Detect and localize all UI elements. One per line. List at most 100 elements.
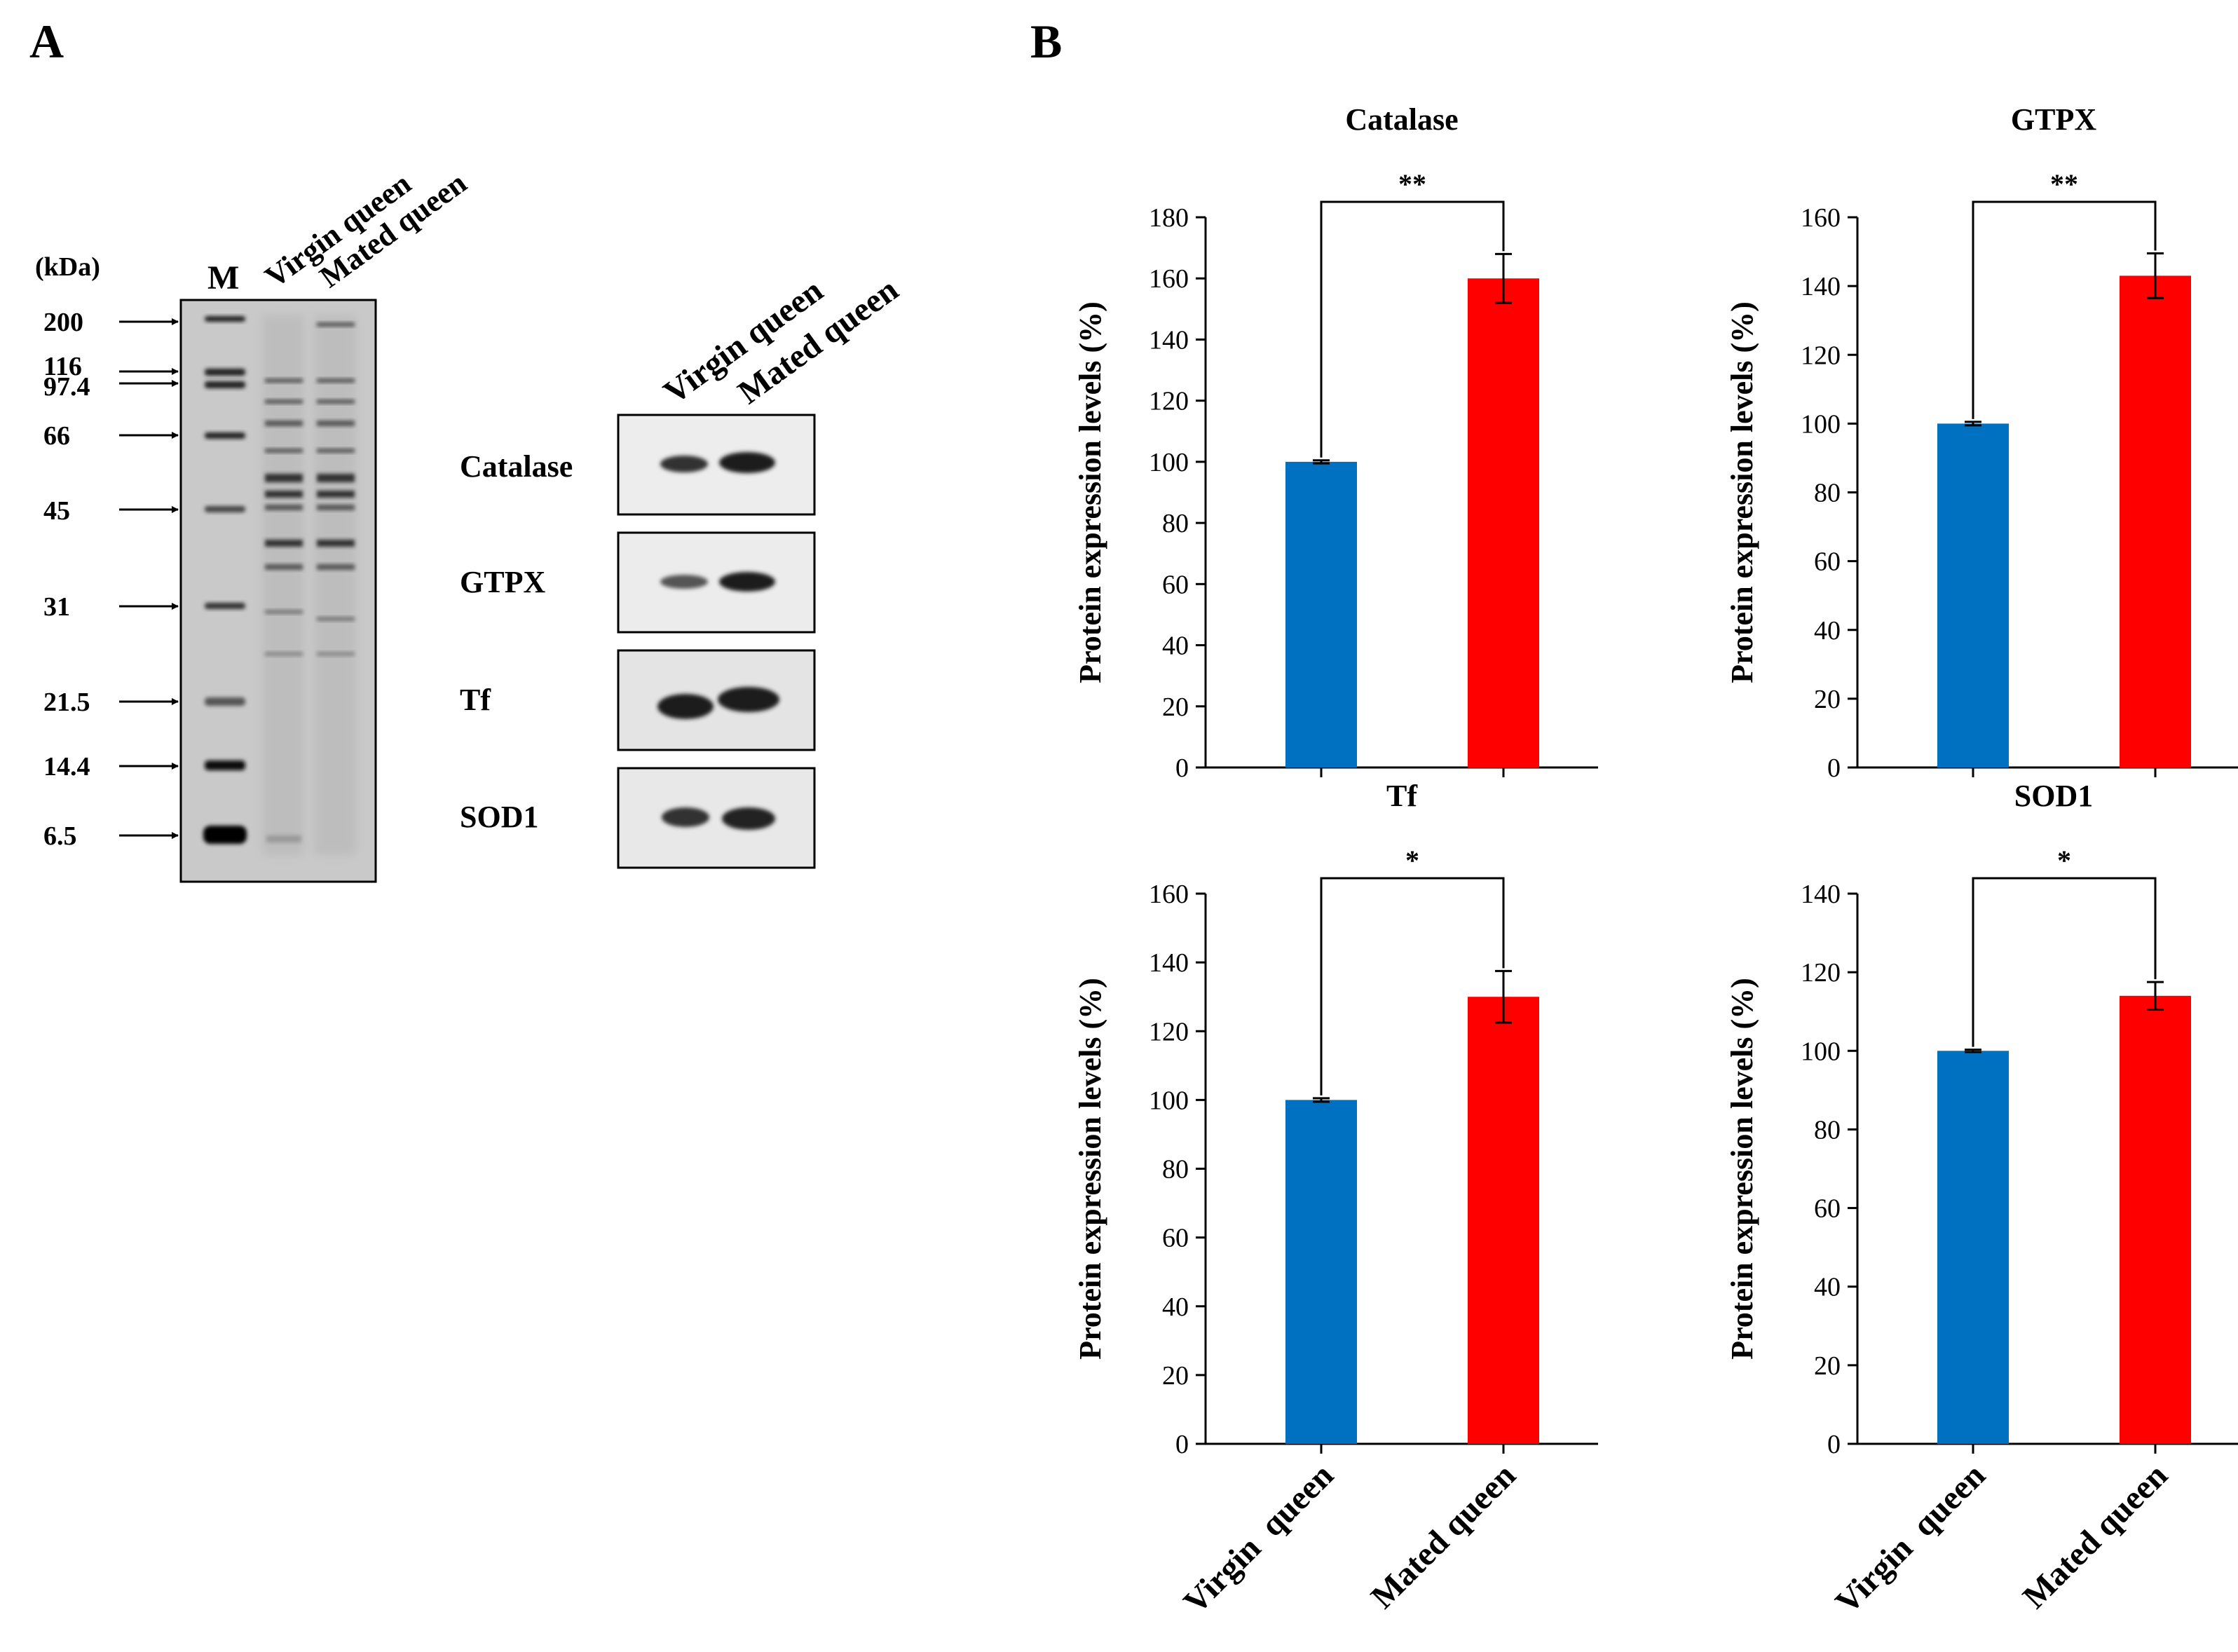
marker-label-6-5: 6.5	[43, 821, 77, 851]
panel-b-letter: B	[1030, 15, 1062, 68]
y-tick-label-gtpx-40: 40	[1814, 616, 1841, 646]
significance-bracket-catalase	[1320, 200, 1505, 458]
y-tick-label-tf-80: 80	[1162, 1155, 1189, 1185]
y-tick-label-tf-20: 20	[1162, 1361, 1189, 1391]
x-category-label-tf-0: Virgin queen	[1177, 1456, 1341, 1620]
wb-band-gtpx-virgin	[660, 575, 708, 589]
y-axis-label-catalase: Protein expression levels (%)	[1073, 301, 1107, 683]
wb-blot-catalase	[617, 414, 816, 516]
bar-catalase-mated	[1468, 278, 1539, 767]
y-tick-label-sod1-80: 80	[1814, 1115, 1841, 1145]
wb-band-sod1-mated	[722, 807, 775, 830]
western-blot-panel: Virgin queen Mated queen Catalase GTPX T…	[460, 271, 905, 869]
bar-sod1-virgin	[1937, 1051, 2009, 1444]
y-tick-label-sod1-60: 60	[1814, 1194, 1841, 1224]
y-tick-label-catalase-180: 180	[1149, 203, 1189, 233]
y-tick-label-catalase-100: 100	[1149, 448, 1189, 477]
wb-band-catalase-mated	[719, 452, 775, 473]
y-tick-label-tf-120: 120	[1149, 1017, 1189, 1046]
y-tick-label-tf-160: 160	[1149, 880, 1189, 909]
y-tick-label-sod1-0: 0	[1827, 1430, 1841, 1459]
significance-label-tf: *	[1405, 845, 1419, 876]
significance-bracket-gtpx	[1972, 200, 2157, 419]
bar-gtpx-virgin	[1937, 423, 2009, 767]
y-tick-label-gtpx-80: 80	[1814, 479, 1841, 508]
y-tick-label-gtpx-60: 60	[1814, 547, 1841, 577]
y-tick-label-tf-60: 60	[1162, 1224, 1189, 1253]
wb-band-sod1-virgin	[662, 807, 709, 827]
x-category-label-sod1-1: Mated queen	[2016, 1456, 2175, 1616]
significance-bracket-sod1	[1972, 877, 2157, 1047]
y-tick-label-catalase-20: 20	[1162, 692, 1189, 722]
y-tick-label-sod1-140: 140	[1801, 880, 1841, 909]
wb-blot-sod1	[617, 767, 816, 869]
marker-label-97-4: 97.4	[43, 372, 90, 402]
y-tick-label-gtpx-160: 160	[1801, 203, 1841, 233]
wb-band-tf-mated	[718, 687, 779, 712]
chart-catalase: Catalase 0 20 40 60 80 100 120 140 160 180 Protein …	[1073, 102, 1598, 783]
wb-label-tf: Tf	[460, 683, 491, 717]
y-tick-label-tf-100: 100	[1149, 1086, 1189, 1115]
y-tick-label-tf-0: 0	[1175, 1430, 1189, 1459]
bar-sod1-mated	[2120, 995, 2191, 1444]
marker-label-14-4: 14.4	[43, 752, 90, 781]
wb-blot-gtpx	[617, 531, 816, 634]
chart-gtpx: GTPX 0 20 40 60 80 100 120 140 160 Protein express…	[1725, 102, 2238, 783]
y-tick-label-catalase-40: 40	[1162, 632, 1189, 661]
bar-catalase-virgin	[1285, 461, 1357, 767]
chart-title-sod1: SOD1	[2014, 779, 2093, 813]
y-tick-label-catalase-140: 140	[1149, 325, 1189, 355]
panel-a-letter: A	[29, 15, 64, 68]
chart-sod1: SOD1 0 20 40 60 80 100 120 140 Protein expression…	[1725, 779, 2238, 1621]
marker-bands	[203, 316, 247, 844]
y-tick-label-sod1-120: 120	[1801, 958, 1841, 988]
y-axis-label-gtpx: Protein expression levels (%)	[1725, 301, 1759, 683]
marker-label-45: 45	[43, 496, 70, 526]
y-tick-label-sod1-20: 20	[1814, 1351, 1841, 1381]
bar-tf-virgin	[1285, 1100, 1357, 1444]
chart-tf: Tf 0 20 40 60 80 100 120 140 160 Protein expressio…	[1073, 779, 1598, 1621]
y-tick-label-gtpx-0: 0	[1827, 753, 1841, 783]
marker-lane-label: M	[207, 259, 239, 296]
chart-title-tf: Tf	[1386, 779, 1418, 813]
marker-label-116: 116	[43, 352, 82, 381]
marker-label-21-5: 21.5	[43, 688, 90, 717]
y-tick-label-catalase-160: 160	[1149, 264, 1189, 294]
gel-panel: (kDa) M Virgin queen Mated queen	[35, 165, 473, 883]
y-tick-label-tf-40: 40	[1162, 1292, 1189, 1322]
bar-tf-mated	[1468, 997, 1539, 1444]
wb-label-gtpx: GTPX	[460, 565, 545, 599]
significance-label-gtpx: **	[2050, 168, 2078, 200]
wb-blot-tf	[617, 649, 816, 751]
y-tick-label-catalase-60: 60	[1162, 570, 1189, 599]
y-axis-label-tf: Protein expression levels (%)	[1073, 978, 1107, 1360]
wb-band-catalase-virgin	[660, 456, 708, 472]
significance-label-catalase: **	[1398, 168, 1426, 200]
y-tick-label-catalase-0: 0	[1175, 753, 1189, 783]
significance-label-sod1: *	[2057, 845, 2071, 876]
bar-gtpx-mated	[2120, 275, 2191, 767]
marker-label-200: 200	[43, 308, 83, 337]
wb-band-gtpx-mated	[719, 572, 775, 592]
bar-charts: Catalase 0 20 40 60 80 100 120 140 160 180 Protein …	[1073, 102, 2238, 1621]
y-tick-label-gtpx-120: 120	[1801, 341, 1841, 370]
x-category-label-tf-1: Mated queen	[1364, 1456, 1523, 1616]
y-tick-label-sod1-100: 100	[1801, 1037, 1841, 1066]
y-tick-label-catalase-120: 120	[1149, 387, 1189, 416]
wb-label-catalase: Catalase	[460, 449, 573, 484]
y-tick-label-gtpx-20: 20	[1814, 685, 1841, 714]
y-tick-label-catalase-80: 80	[1162, 509, 1189, 538]
y-tick-label-sod1-40: 40	[1814, 1273, 1841, 1302]
wb-band-tf-virgin	[657, 694, 714, 719]
kda-unit-label: (kDa)	[35, 252, 100, 282]
significance-bracket-tf	[1320, 877, 1505, 1095]
chart-title-catalase: Catalase	[1345, 102, 1458, 137]
y-axis-label-sod1: Protein expression levels (%)	[1725, 978, 1759, 1360]
y-tick-label-tf-140: 140	[1149, 948, 1189, 978]
y-tick-label-gtpx-100: 100	[1801, 409, 1841, 439]
y-tick-label-gtpx-140: 140	[1801, 272, 1841, 301]
marker-label-66: 66	[43, 421, 70, 451]
marker-label-31: 31	[43, 592, 70, 622]
x-category-label-sod1-0: Virgin queen	[1829, 1456, 1993, 1620]
